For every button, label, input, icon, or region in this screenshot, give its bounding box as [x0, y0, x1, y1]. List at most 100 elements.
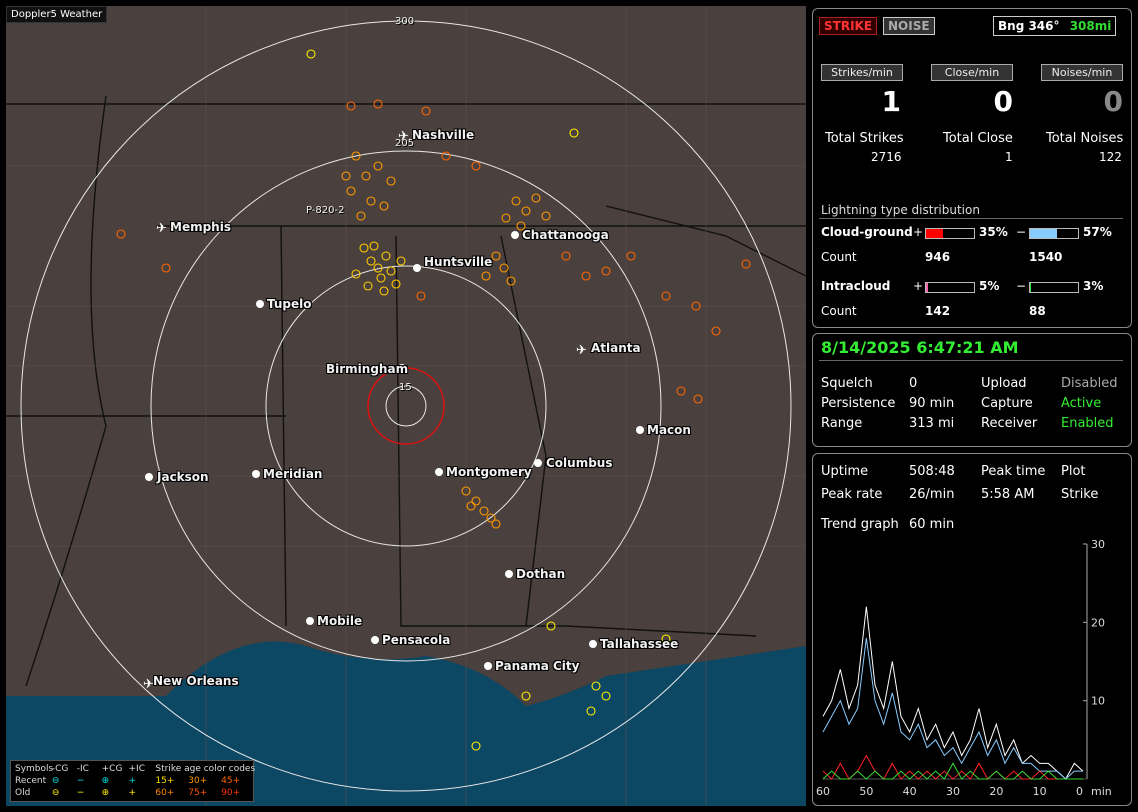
station-label: P-820-2 — [306, 205, 345, 216]
svg-text:✈: ✈ — [576, 343, 587, 358]
city-huntsville: Huntsville — [424, 255, 493, 269]
plot-label: Plot — [1061, 464, 1086, 479]
trend-graph-label: Trend graph — [821, 517, 899, 532]
legend-recent-label: Recent — [15, 776, 47, 786]
city-birmingham: Birmingham — [326, 362, 409, 376]
ic-count-label: Count — [821, 304, 857, 318]
y-tick-label: 20 — [1091, 616, 1105, 629]
city-montgomery: Montgomery — [446, 465, 532, 479]
noise-button[interactable]: NOISE — [883, 17, 935, 35]
plot-select[interactable]: Strike — [1061, 487, 1099, 502]
old-neg-cg-icon: ⊖ — [51, 788, 60, 798]
cg-negative-pct: 57% — [1083, 225, 1112, 239]
ic-plus-sign: + — [913, 279, 924, 293]
ring-label-15: 15 — [399, 382, 412, 393]
ring-label-300: 300 — [395, 16, 415, 27]
noises-per-min-value: 0 — [1103, 85, 1123, 118]
legend-col-pos-cg: +CG — [101, 764, 123, 774]
x-tick-label: 0 — [1076, 785, 1083, 798]
peak-time-label: Peak time — [981, 464, 1046, 479]
noises-per-min-header: Noises/min — [1041, 64, 1123, 81]
uptime-label: Uptime — [821, 464, 869, 479]
cg-negative-fill — [1030, 229, 1058, 238]
radar-map[interactable]: ✈ ✈ ✈ ✈ Doppler5 Weather 300 205 15 P-820-2… — [6, 6, 806, 806]
old-pos-ic-icon: + — [128, 788, 137, 798]
status-cell: Capture — [981, 396, 1033, 411]
uptime-value: 508:48 — [909, 464, 955, 479]
total-strikes-label: Total Strikes — [825, 131, 904, 146]
app-title: Doppler5 Weather — [6, 6, 108, 23]
cg-negative-count: 1540 — [1029, 250, 1063, 264]
datetime: 8/14/2025 6:47:21 AM — [821, 338, 1019, 357]
city-panama-city: Panama City — [495, 659, 580, 673]
trend-graph-value[interactable]: 60 min — [909, 517, 955, 532]
cg-positive-count: 946 — [925, 250, 951, 264]
status-cell: Upload — [981, 376, 1027, 391]
city-atlanta: Atlanta — [591, 341, 641, 355]
ic-negative-count: 88 — [1029, 304, 1046, 318]
ic-negative-fill — [1030, 283, 1032, 292]
total-close-label: Total Close — [943, 131, 1013, 146]
svg-text:✈: ✈ — [156, 221, 167, 236]
x-tick-label: 40 — [903, 785, 917, 798]
ic-positive-pct: 5% — [979, 279, 1000, 293]
distribution-divider — [819, 218, 1123, 219]
counters-panel: STRIKE NOISE Bng 346° 308mi Strikes/min … — [812, 8, 1132, 328]
distribution-title: Lightning type distribution — [821, 203, 980, 217]
city-mobile: Mobile — [317, 614, 363, 628]
symbol-legend: Symbols -CG -IC +CG +IC Strike age color… — [10, 760, 256, 802]
peak-rate-label: Peak rate — [821, 487, 883, 502]
legend-col-neg-ic: -IC — [76, 764, 89, 774]
ring-label-205: 205 — [395, 138, 415, 149]
cg-positive-bar — [925, 228, 975, 239]
status-panel: 8/14/2025 6:47:21 AM Squelch 0 Upload Disab… — [812, 333, 1132, 447]
legend-age-30: 30+ — [188, 776, 208, 786]
close-range-ring — [367, 367, 445, 445]
status-cell: Enabled — [1061, 416, 1114, 431]
svg-text:✈: ✈ — [143, 677, 154, 692]
city-jackson: Jackson — [157, 470, 209, 484]
range-rings — [20, 20, 792, 792]
city-meridian: Meridian — [263, 467, 323, 481]
total-close-value: 1 — [1005, 150, 1013, 164]
x-unit-label: min — [1091, 785, 1112, 798]
distance-value: 308mi — [1069, 19, 1112, 33]
close-per-min-header: Close/min — [931, 64, 1013, 81]
status-cell: Disabled — [1061, 376, 1118, 391]
legend-age-header: Strike age color codes — [155, 764, 256, 774]
status-cell: 90 min — [909, 396, 955, 411]
y-tick-label: 30 — [1091, 538, 1105, 551]
legend-col-pos-ic: +IC — [128, 764, 145, 774]
peak-time-value: 5:58 AM — [981, 487, 1035, 502]
city-markers — [145, 231, 644, 670]
strike-markers — [116, 49, 751, 751]
strike-button[interactable]: STRIKE — [819, 17, 878, 35]
city-columbus: Columbus — [546, 456, 613, 470]
city-nashville: Nashville — [412, 128, 475, 142]
recent-pos-cg-icon: ⊕ — [101, 776, 110, 786]
x-tick-label: 10 — [1033, 785, 1047, 798]
ic-label: Intracloud — [821, 279, 891, 293]
trend-chart: 30 20 10 60 50 40 30 20 10 0 min — [816, 538, 1112, 798]
x-tick-label: 60 — [816, 785, 830, 798]
total-noises-label: Total Noises — [1046, 131, 1124, 146]
status-cell: Persistence — [821, 396, 896, 411]
stats-panel: Uptime 508:48 Peak time Plot Peak rate 2… — [812, 453, 1132, 806]
close-per-min-value: 0 — [993, 85, 1013, 118]
cg-label: Cloud-ground — [821, 225, 913, 239]
bearing-readout: Bng 346° 308mi — [993, 16, 1117, 36]
city-dothan: Dothan — [516, 567, 566, 581]
strikes-per-min-value: 1 — [881, 85, 901, 118]
city-macon: Macon — [647, 423, 691, 437]
legend-age-90: 90+ — [221, 788, 241, 798]
legend-age-15: 15+ — [155, 776, 175, 786]
trend-series-line — [822, 637, 1083, 780]
y-tick-label: 10 — [1091, 695, 1105, 708]
status-divider — [819, 360, 1123, 361]
ic-positive-count: 142 — [925, 304, 951, 318]
strikes-per-min-header: Strikes/min — [821, 64, 903, 81]
city-chattanooga: Chattanooga — [522, 228, 609, 242]
ic-positive-fill — [926, 283, 929, 292]
city-pensacola: Pensacola — [382, 633, 451, 647]
cg-count-label: Count — [821, 250, 857, 264]
